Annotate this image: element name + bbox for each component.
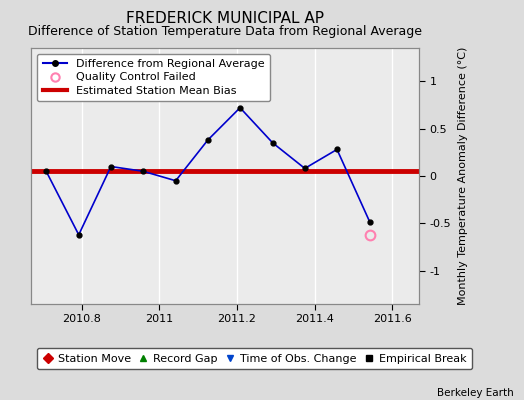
Y-axis label: Monthly Temperature Anomaly Difference (°C): Monthly Temperature Anomaly Difference (… (458, 47, 468, 305)
Title: FREDERICK MUNICIPAL AP: FREDERICK MUNICIPAL AP (126, 11, 324, 26)
Legend: Station Move, Record Gap, Time of Obs. Change, Empirical Break: Station Move, Record Gap, Time of Obs. C… (37, 348, 472, 369)
Text: Berkeley Earth: Berkeley Earth (437, 388, 514, 398)
Text: Difference of Station Temperature Data from Regional Average: Difference of Station Temperature Data f… (28, 25, 422, 38)
